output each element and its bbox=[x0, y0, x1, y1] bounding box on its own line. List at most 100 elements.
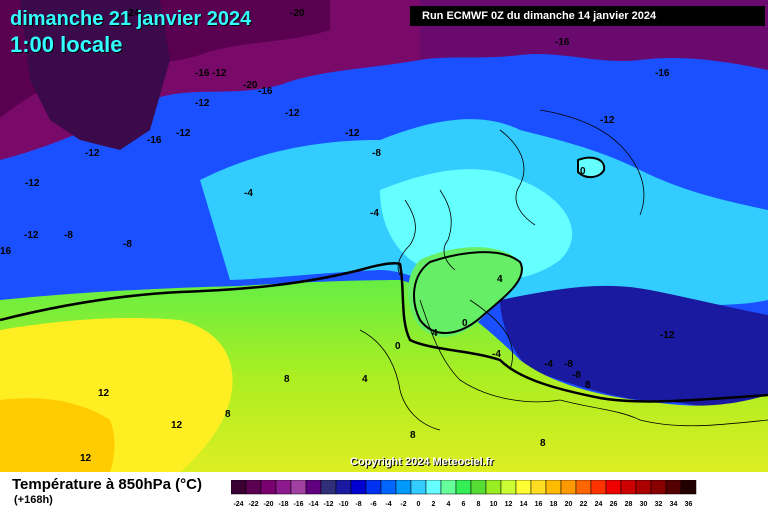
scale-tick: 10 bbox=[490, 501, 498, 508]
scale-tick: -10 bbox=[338, 501, 348, 508]
scale-swatch bbox=[680, 480, 697, 495]
scale-tick: 26 bbox=[610, 501, 618, 508]
isotherm-label: -8 bbox=[64, 230, 73, 241]
scale-tick: 12 bbox=[505, 501, 513, 508]
isotherm-label: 4 bbox=[362, 374, 368, 385]
date-title: dimanche 21 janvier 2024 bbox=[10, 8, 252, 30]
isotherm-label: 0 bbox=[462, 318, 468, 329]
scale-swatch bbox=[515, 480, 532, 495]
isotherm-label: 0 bbox=[580, 166, 586, 177]
isotherm-label: -12 bbox=[24, 230, 39, 241]
isotherm-label: -12 bbox=[345, 128, 360, 139]
coastlines bbox=[359, 109, 768, 431]
scale-swatch bbox=[231, 480, 247, 495]
scale-tick: -24 bbox=[233, 501, 243, 508]
isotherm-label: -12 bbox=[195, 98, 210, 109]
scale-tick: -20 bbox=[263, 501, 273, 508]
isotherm-label: 4 bbox=[497, 274, 503, 285]
scale-swatch bbox=[545, 480, 562, 495]
isotherm-label: -24 bbox=[125, 8, 140, 19]
isotherm-label: -12 bbox=[176, 128, 191, 139]
map-canvas: -24 -20-16-20-16-16-12-16-12-12-12-16-12-… bbox=[0, 0, 768, 472]
run-info: Run ECMWF 0Z du dimanche 14 janvier 2024 bbox=[410, 6, 765, 26]
scale-swatch bbox=[350, 480, 367, 495]
scale-swatch bbox=[365, 480, 382, 495]
subtropical-core bbox=[0, 398, 115, 472]
isotherm-label: -4 bbox=[244, 188, 253, 199]
copyright: Copyright 2024 Meteociel.fr bbox=[350, 456, 494, 468]
temperature-map: -24 -20 -16 -20 -16 -16 -12 -16 -12 -12 -12 -16 -12-… bbox=[0, 0, 768, 472]
scale-tick: 2 bbox=[432, 501, 436, 508]
iberia-isotherm bbox=[413, 251, 523, 334]
scale-swatch bbox=[320, 480, 337, 495]
isotherm-label: -16 bbox=[555, 37, 570, 48]
scale-tick: 36 bbox=[685, 501, 693, 508]
isotherm-label: 12 bbox=[171, 420, 183, 431]
isotherm-label: 12 bbox=[98, 388, 110, 399]
scale-swatch bbox=[530, 480, 547, 495]
scale-swatch bbox=[260, 480, 277, 495]
isotherm-label: -20 bbox=[290, 8, 305, 19]
scale-tick: -4 bbox=[385, 501, 391, 508]
scale-swatch bbox=[425, 480, 442, 495]
isotherm-label: -8 bbox=[572, 370, 581, 381]
scale-swatch bbox=[245, 480, 262, 495]
scale-swatch bbox=[590, 480, 607, 495]
isotherm-label: -4 bbox=[370, 208, 379, 219]
isotherm-label: -12 bbox=[85, 148, 100, 159]
scale-tick: 18 bbox=[550, 501, 558, 508]
isotherm-label: 16 bbox=[0, 246, 12, 257]
scale-tick: 16 bbox=[535, 501, 543, 508]
isotherm-label: -12 bbox=[600, 115, 615, 126]
isotherm-label: -20 bbox=[243, 80, 258, 91]
isotherm-label: 12 bbox=[80, 453, 92, 464]
isotherm-label: 8 bbox=[410, 430, 416, 441]
isotherm-label: 8 bbox=[540, 438, 546, 449]
scale-swatch bbox=[380, 480, 397, 495]
isotherm-labels: -24 -20-16-20-16-16-12-16-12-12-12-16-12-… bbox=[0, 8, 675, 464]
legend-title: Température à 850hPa (°C) bbox=[12, 476, 202, 493]
scale-swatch bbox=[650, 480, 667, 495]
scale-tick: 32 bbox=[655, 501, 663, 508]
scale-swatch bbox=[440, 480, 457, 495]
legend: Température à 850hPa (°C) (+168h) -24 -22… bbox=[0, 472, 768, 512]
eastern-cold bbox=[500, 285, 768, 420]
baltic-isotherm bbox=[577, 156, 606, 178]
scale-swatch bbox=[575, 480, 592, 495]
isotherm-label: 8 bbox=[284, 374, 290, 385]
scale-swatch bbox=[605, 480, 622, 495]
isotherm-label: -4 bbox=[492, 349, 501, 360]
isotherm-label: 4 bbox=[432, 328, 438, 339]
isotherm-label: 8 bbox=[225, 409, 231, 420]
scale-tick: 22 bbox=[580, 501, 588, 508]
scale-tick: -18 bbox=[278, 501, 288, 508]
scale-tick: -8 bbox=[355, 501, 361, 508]
mild-core bbox=[380, 169, 573, 280]
scale-swatch bbox=[485, 480, 502, 495]
isotherm-label: -12 bbox=[25, 178, 40, 189]
scale-tick: 4 bbox=[447, 501, 451, 508]
scale-tick: -6 bbox=[370, 501, 376, 508]
scale-tick: 28 bbox=[625, 501, 633, 508]
scale-tick: -2 bbox=[400, 501, 406, 508]
scale-tick: 14 bbox=[520, 501, 528, 508]
isotherm-label: -16 bbox=[655, 68, 670, 79]
scale-swatch bbox=[395, 480, 412, 495]
scale-swatch bbox=[335, 480, 352, 495]
greenland bbox=[20, 0, 170, 150]
zero-isotherm bbox=[0, 262, 768, 403]
scale-swatch bbox=[620, 480, 637, 495]
scale-tick: -16 bbox=[293, 501, 303, 508]
scale-swatch bbox=[410, 480, 427, 495]
isotherm-label: -12 bbox=[212, 68, 227, 79]
isotherm-label: -12 bbox=[660, 330, 675, 341]
scale-swatch bbox=[500, 480, 517, 495]
scale-tick: 0 bbox=[417, 501, 421, 508]
scale-swatch bbox=[665, 480, 682, 495]
scale-swatch bbox=[455, 480, 472, 495]
scale-tick: 20 bbox=[565, 501, 573, 508]
scale-swatch bbox=[290, 480, 307, 495]
time-title: 1:00 locale bbox=[10, 32, 123, 57]
isotherm-label: -8 bbox=[123, 239, 132, 250]
scale-swatch bbox=[305, 480, 322, 495]
